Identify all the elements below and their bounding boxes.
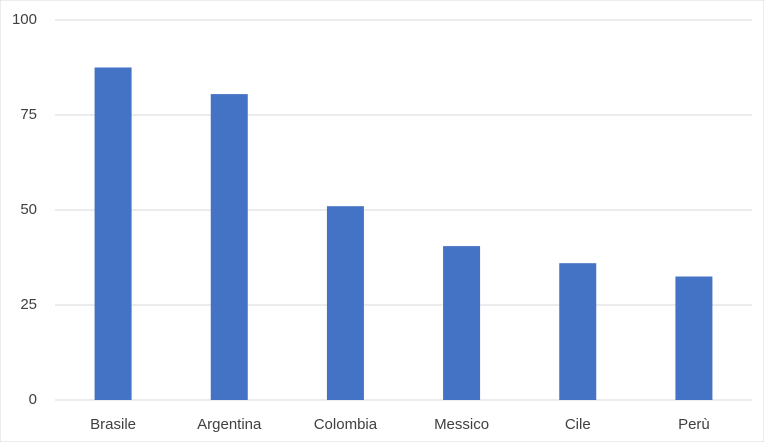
x-tick-label: Brasile	[90, 416, 136, 433]
y-tick-label: 25	[20, 296, 37, 313]
bar	[94, 67, 132, 400]
y-tick-label: 100	[12, 11, 37, 28]
y-tick-label: 75	[20, 106, 37, 123]
x-tick-label: Argentina	[197, 416, 262, 433]
bar	[210, 94, 248, 400]
x-tick-label: Messico	[434, 416, 489, 433]
bar	[675, 276, 713, 400]
x-tick-label: Perù	[678, 416, 710, 433]
bar	[559, 263, 597, 400]
bar	[326, 206, 364, 400]
y-tick-label: 50	[20, 201, 37, 218]
x-tick-label: Colombia	[314, 416, 378, 433]
bar	[443, 246, 481, 400]
x-tick-label: Cile	[565, 416, 591, 433]
y-tick-label: 0	[29, 391, 37, 408]
